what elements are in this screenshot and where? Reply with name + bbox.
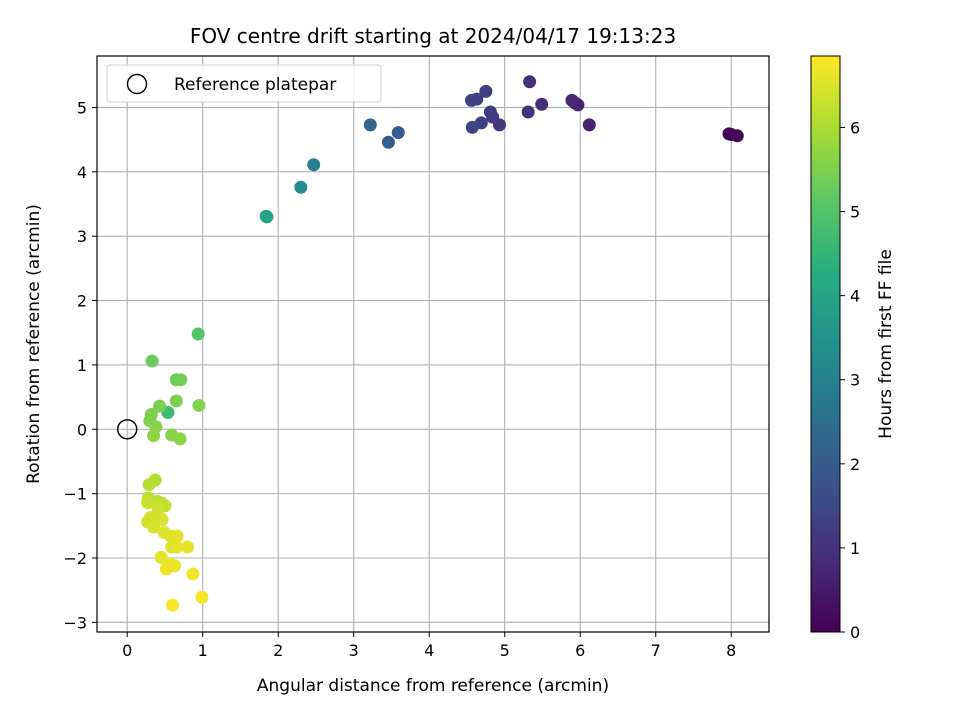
x-tick-label: 2 — [273, 641, 283, 660]
data-point — [151, 502, 165, 516]
y-tick-label: 5 — [77, 98, 87, 117]
reference-platepar-marker — [117, 419, 138, 440]
data-point — [730, 129, 744, 143]
data-point — [145, 354, 159, 368]
colorbar-label: Hours from first FF file — [876, 249, 896, 439]
data-point — [173, 432, 187, 446]
data-point — [195, 590, 209, 604]
x-tick-label: 1 — [198, 641, 208, 660]
data-point — [142, 478, 156, 492]
colorbar-tick-label: 2 — [850, 455, 860, 474]
data-point — [159, 562, 173, 576]
data-point — [181, 540, 195, 554]
x-tick-label: 6 — [575, 641, 585, 660]
y-tick-label: 2 — [77, 292, 87, 311]
data-point — [170, 540, 184, 554]
data-point — [170, 529, 184, 543]
y-axis-ticks: −3 −2 −1 0 1 2 3 4 5 — [63, 98, 97, 632]
colorbar-tick-label: 3 — [850, 371, 860, 390]
data-point — [307, 158, 321, 172]
data-point — [582, 118, 596, 132]
legend-box — [106, 64, 382, 103]
colorbar-tick-label: 0 — [850, 623, 860, 642]
legend: Reference platepar — [106, 64, 382, 103]
y-tick-label: 0 — [77, 420, 87, 439]
data-point — [141, 496, 155, 510]
data-point — [294, 180, 308, 194]
data-point — [391, 126, 405, 140]
data-point — [147, 520, 161, 534]
data-point — [147, 429, 161, 443]
y-tick-label: −3 — [63, 613, 87, 632]
y-tick-label: 1 — [77, 356, 87, 375]
x-tick-label: 3 — [349, 641, 359, 660]
colorbar-tick-label: 1 — [850, 539, 860, 558]
data-point — [154, 550, 168, 564]
chart-title: FOV centre drift starting at 2024/04/17 … — [190, 24, 676, 48]
colorbar-tick-label: 4 — [850, 287, 860, 306]
y-axis-label: Rotation from reference (arcmin) — [24, 204, 44, 484]
data-point — [483, 105, 497, 119]
colorbar-tick-label: 6 — [850, 118, 860, 137]
data-point — [191, 327, 205, 341]
x-axis-ticks: 0 1 2 3 4 5 6 7 8 — [122, 632, 736, 660]
data-point — [192, 398, 206, 412]
data-point — [169, 394, 183, 408]
y-tick-label: −1 — [63, 485, 87, 504]
colorbar-ticks: 0 1 2 3 4 5 6 — [840, 118, 860, 642]
data-point — [565, 93, 579, 107]
grid — [97, 56, 769, 632]
data-point — [166, 598, 180, 612]
x-tick-label: 5 — [500, 641, 510, 660]
x-tick-label: 4 — [424, 641, 434, 660]
data-point — [186, 567, 200, 581]
legend-reference-marker — [126, 73, 148, 95]
data-point — [174, 373, 188, 387]
data-point — [523, 75, 537, 89]
data-point — [479, 84, 493, 98]
data-point — [521, 105, 535, 119]
legend-entry-reference-platepar: Reference platepar — [174, 75, 336, 95]
colorbar-gradient — [810, 55, 841, 633]
data-point — [155, 512, 169, 526]
colorbar-tick-label: 5 — [850, 203, 860, 222]
x-axis-label: Angular distance from reference (arcmin) — [257, 676, 609, 696]
reference-layer — [117, 419, 138, 440]
data-point — [260, 210, 274, 224]
y-tick-label: 3 — [77, 227, 87, 246]
data-point — [465, 93, 479, 107]
data-points — [141, 75, 744, 612]
x-tick-label: 7 — [651, 641, 661, 660]
data-point — [153, 399, 167, 413]
data-point — [465, 120, 479, 134]
y-tick-label: −2 — [63, 549, 87, 568]
data-point — [535, 97, 549, 111]
y-tick-label: 4 — [77, 163, 87, 182]
x-tick-label: 0 — [122, 641, 132, 660]
data-point — [363, 118, 377, 132]
data-point — [381, 135, 395, 149]
colorbar: 0 1 2 3 4 5 6 Hours from first FF file — [810, 55, 896, 642]
x-tick-label: 8 — [726, 641, 736, 660]
plot-frame — [96, 55, 770, 633]
